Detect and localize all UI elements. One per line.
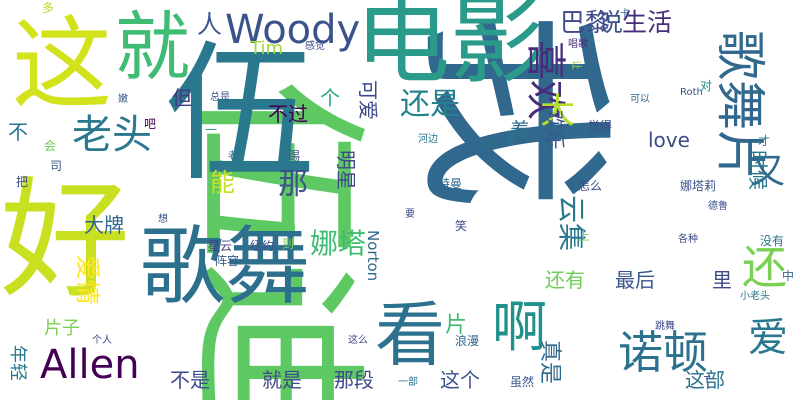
word: 大 bbox=[540, 92, 576, 132]
word: 人 bbox=[197, 10, 223, 39]
word: 伍 bbox=[165, 28, 316, 202]
word: 吧 bbox=[144, 117, 157, 131]
word: 不是 bbox=[170, 368, 210, 392]
word: 可爱 bbox=[356, 80, 380, 120]
word: 老头 bbox=[72, 112, 152, 158]
word: 大牌 bbox=[84, 213, 124, 237]
word: 好 bbox=[0, 164, 131, 316]
word: 觉得 bbox=[588, 119, 613, 133]
word: 时候 bbox=[746, 150, 770, 190]
word: 爱情 bbox=[73, 255, 102, 306]
word: 生活 bbox=[622, 8, 673, 37]
word: 又 bbox=[750, 152, 786, 192]
word: 还有 bbox=[545, 268, 585, 292]
word: 着 bbox=[510, 118, 530, 142]
word: 最 bbox=[505, 134, 515, 145]
word: 这么 bbox=[348, 335, 368, 346]
word: 一 bbox=[205, 123, 218, 137]
word: Norton bbox=[364, 230, 382, 282]
word: 把 bbox=[16, 175, 29, 189]
word: 那 bbox=[278, 167, 308, 202]
word: 跳舞 bbox=[655, 321, 675, 332]
word: 让 bbox=[570, 60, 581, 70]
word: 能 bbox=[210, 168, 236, 197]
word: 欢乐 bbox=[543, 110, 567, 150]
word: 最后 bbox=[615, 268, 655, 292]
word: 说 bbox=[598, 8, 624, 37]
word: love bbox=[648, 128, 690, 152]
word: 德鲁 bbox=[708, 201, 728, 212]
word: Tim bbox=[250, 38, 283, 59]
word: 这个 bbox=[440, 368, 480, 392]
word: 爱 bbox=[748, 315, 788, 361]
word: 娜塔莉 bbox=[680, 179, 717, 193]
word: 啊 bbox=[492, 295, 548, 359]
word: 巴黎 bbox=[560, 8, 611, 37]
word: 不 bbox=[8, 120, 28, 144]
word: 可以 bbox=[630, 94, 650, 105]
word: 到 bbox=[282, 237, 295, 251]
word: 还是 bbox=[400, 87, 460, 122]
word: 虽然 bbox=[510, 375, 535, 389]
word: Roth bbox=[680, 87, 703, 98]
word: 对 bbox=[700, 79, 713, 93]
word: 河边 bbox=[418, 134, 438, 145]
word: 星云 bbox=[208, 239, 233, 253]
word: 看 bbox=[375, 294, 445, 376]
word: 各种 bbox=[678, 234, 698, 245]
word: 明星 bbox=[334, 150, 358, 190]
word: 电影 bbox=[355, 0, 546, 97]
word: 笑 bbox=[455, 219, 468, 233]
word: 片 bbox=[445, 313, 468, 338]
word: 要 bbox=[405, 209, 415, 220]
word: 歌舞 bbox=[140, 218, 311, 317]
word: 会 bbox=[44, 139, 57, 153]
word: 一部 bbox=[398, 377, 418, 388]
word: 没有 bbox=[760, 234, 785, 248]
word: 怎么 bbox=[578, 179, 603, 193]
word: 就是 bbox=[262, 368, 302, 392]
word: 总是 bbox=[210, 92, 230, 103]
word: 年轻 bbox=[7, 345, 28, 381]
word: 里 bbox=[712, 268, 732, 292]
word: 卡 bbox=[620, 9, 630, 20]
word: 真是 bbox=[537, 340, 562, 385]
word: 想 bbox=[158, 214, 168, 225]
word: 娜塔 bbox=[310, 227, 367, 260]
word: 这部 bbox=[685, 368, 725, 392]
word: 浪漫 bbox=[455, 334, 480, 348]
word: Woody bbox=[225, 7, 361, 53]
word: 纽约 bbox=[250, 239, 275, 253]
word: 小老头 bbox=[740, 291, 770, 302]
word: 阵容 bbox=[215, 254, 240, 268]
word: 但 bbox=[172, 86, 192, 110]
word: 多 bbox=[42, 1, 55, 15]
word: 中 bbox=[782, 269, 795, 283]
word: 个 bbox=[320, 86, 340, 110]
word: 唱歌 bbox=[568, 39, 588, 50]
word: 踢 bbox=[288, 149, 301, 163]
word: 才 bbox=[758, 134, 771, 148]
word: 诺顿 bbox=[618, 326, 709, 379]
word: 还 bbox=[742, 241, 788, 294]
word: 特曼 bbox=[438, 177, 463, 191]
word: 那段 bbox=[334, 368, 374, 392]
word: 个人 bbox=[92, 335, 112, 346]
word: Allen bbox=[40, 342, 140, 388]
word: 嫩 bbox=[118, 94, 128, 105]
word: 这 bbox=[12, 6, 112, 123]
word: 上 bbox=[578, 229, 591, 243]
word: 司 bbox=[50, 159, 63, 173]
word: T bbox=[704, 375, 711, 386]
word: 就 bbox=[115, 3, 191, 91]
word: 老 bbox=[228, 151, 238, 162]
word: 不过 bbox=[268, 102, 308, 126]
word: 感觉 bbox=[305, 41, 325, 52]
word: 片子 bbox=[44, 318, 80, 339]
